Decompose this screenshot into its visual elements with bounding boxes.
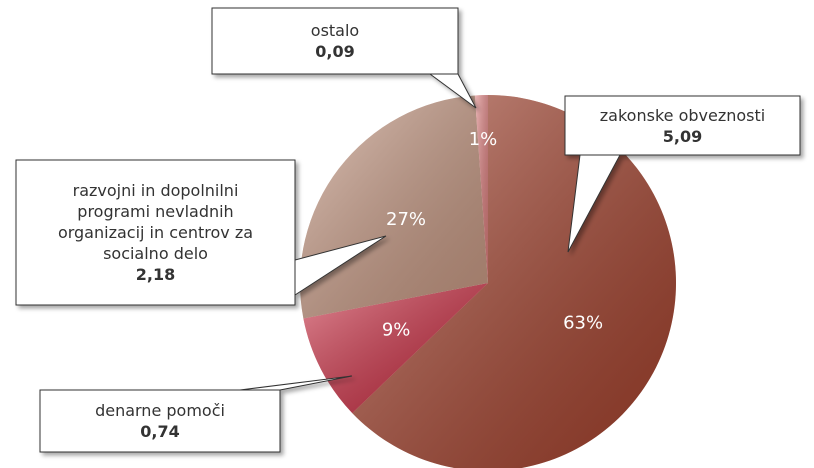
callout: ostalo 0,09 bbox=[212, 8, 458, 74]
callout: denarne pomoči 0,74 bbox=[40, 390, 280, 452]
category-label: razvojni in dopolnilni programi nevladni… bbox=[57, 181, 254, 263]
value-label: 0,09 bbox=[315, 42, 355, 61]
callouts bbox=[15, 7, 801, 453]
slice-shade bbox=[300, 95, 488, 319]
callout: zakonske obveznosti 5,09 bbox=[565, 96, 800, 155]
category-label: ostalo bbox=[310, 21, 360, 40]
value-label: 5,09 bbox=[662, 126, 703, 146]
callout-box bbox=[564, 95, 801, 156]
slice-shade bbox=[303, 283, 488, 414]
callout-box bbox=[211, 7, 459, 75]
percent-label: 63% bbox=[563, 313, 603, 334]
category-label: denarne pomoči bbox=[95, 401, 225, 420]
category-label: zakonske obveznosti bbox=[599, 105, 766, 125]
callout-box bbox=[39, 389, 281, 453]
value-label: 2,18 bbox=[135, 265, 176, 284]
callout: razvojni in dopolnilni programi nevladni… bbox=[16, 160, 295, 305]
slice-shade bbox=[474, 95, 488, 283]
percent-label: 1% bbox=[469, 129, 498, 150]
callout-box bbox=[15, 159, 296, 306]
percent-label: 27% bbox=[386, 209, 426, 230]
value-label: 0,74 bbox=[140, 422, 180, 441]
percent-label: 9% bbox=[382, 319, 411, 340]
